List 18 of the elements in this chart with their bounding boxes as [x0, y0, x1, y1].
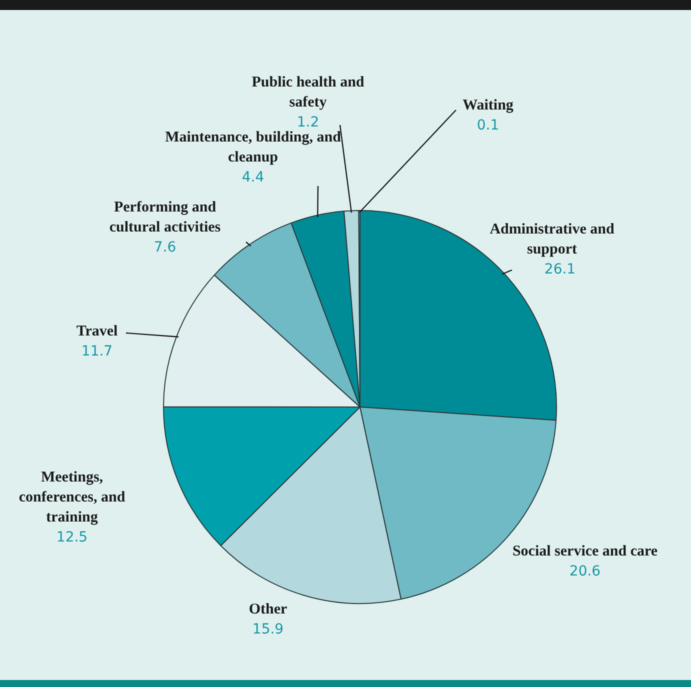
slice-label: Maintenance, building, and cleanup	[165, 129, 342, 166]
slice-label: Other	[248, 601, 288, 618]
slice-label: Social service and care	[512, 543, 658, 560]
slice-label: Meetings, conferences, and training	[18, 469, 126, 526]
data-label: 15.9	[252, 622, 284, 638]
data-label: 20.6	[569, 564, 601, 580]
slice-label: Travel	[76, 323, 118, 340]
data-label: 0.1	[476, 118, 500, 134]
slice-label: Performing and cultural activities	[109, 199, 221, 236]
data-label: 4.4	[242, 170, 264, 186]
slice-label: Administrative and support	[490, 221, 615, 258]
data-label: 26.1	[544, 262, 576, 278]
data-label: 11.7	[81, 344, 113, 360]
slice-label: Public health and safety	[252, 74, 365, 110]
data-label: 7.6	[154, 240, 176, 256]
slice-label: Waiting	[462, 97, 514, 114]
data-label: 1.2	[296, 114, 320, 131]
data-label: 12.5	[56, 530, 88, 546]
